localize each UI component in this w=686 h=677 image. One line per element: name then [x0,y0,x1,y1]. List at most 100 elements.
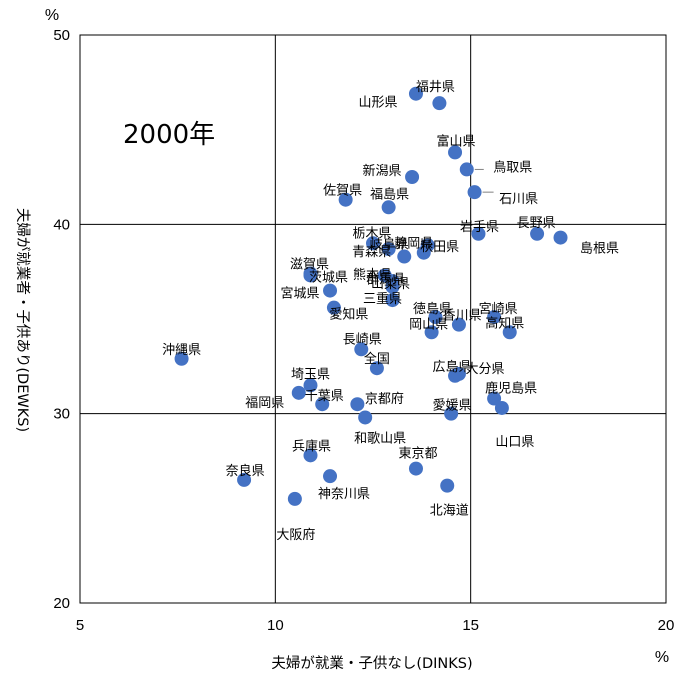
data-point [487,391,502,406]
data-point [444,406,459,421]
plot-area [79,34,667,604]
data-label: 京都府 [365,392,404,407]
data-point [303,266,318,281]
data-point [358,410,373,425]
data-label: 岩手県 [460,220,499,235]
x-tick-label: 10 [267,617,284,634]
data-label: 沖縄県 [162,343,201,358]
data-label: 和歌山県 [354,431,406,446]
x-tick-label: 5 [76,617,84,634]
data-point [416,245,431,260]
data-label: 山梨県 [371,277,410,292]
data-point [237,472,252,487]
data-point [408,86,423,101]
x-axis-title: 夫婦が就業・子供なし(DINKS) [271,655,472,672]
data-point [459,162,474,177]
data-point [451,317,466,332]
data-point [405,170,420,184]
x-tick-label: 15 [462,617,479,634]
data-point [424,325,439,340]
data-point [553,230,568,245]
data-point [303,378,318,393]
x-tick-label: 20 [658,617,675,634]
data-label: 愛媛県 [433,399,472,414]
data-label: 青森県 [352,245,391,260]
y-tick-label: 30 [53,406,70,423]
data-point [487,310,502,325]
data-label: 鳥取県 [493,160,532,175]
data-label: 埼玉県 [291,367,330,382]
data-point [350,397,365,412]
data-point [397,249,412,264]
data-point [303,448,318,463]
data-points [174,86,568,506]
y-tick-label: 40 [53,216,70,233]
data-label: 兵庫県 [292,439,331,454]
data-label: 岡山県 [409,317,448,332]
data-label: 大分県 [465,362,504,377]
data-label: 山口県 [495,435,534,450]
data-label: 熊本県 [353,267,392,283]
data-point [381,241,396,256]
data-label: 島根県 [580,242,619,257]
data-label: 愛知県 [329,307,368,323]
data-label: 茨城県 [309,270,348,285]
data-label: 神奈川県 [318,487,370,502]
data-label: 群馬県 [366,272,405,287]
data-label: 長野県 [517,216,556,231]
data-label: 山形県 [358,96,397,111]
y-unit-label: % [45,7,59,24]
data-label: 三重県 [363,291,402,307]
data-point [385,293,400,308]
data-point [502,325,517,340]
y-tick-label: 20 [53,595,70,612]
data-point [174,351,189,366]
data-point [291,385,306,400]
data-point [428,310,443,325]
data-point [323,469,338,484]
grid-lines [80,35,666,603]
data-label: 静岡県 [394,237,433,252]
data-label: 福岡県 [245,396,284,411]
data-label: 岐阜県 [370,237,409,253]
data-point [448,145,463,160]
data-label: 東京都 [398,446,437,462]
year-annotation: 2000年 [123,120,215,150]
leader-lines [474,168,494,193]
data-label: 福島県 [370,187,409,202]
data-point [326,300,341,315]
data-label: 佐賀県 [323,184,362,199]
data-label: 香川県 [442,309,481,324]
x-unit-label: % [655,649,669,666]
data-label: 滋賀県 [290,258,329,273]
data-point [385,279,400,294]
y-axis-title: 夫婦が就業者・子供あり(DEWKS) [14,208,31,432]
tick-labels: 5 10 15 20 20 30 40 50 [53,27,674,634]
data-point [366,236,380,251]
data-point [467,185,482,200]
data-label: 全国 [364,351,390,367]
data-label: 鹿児島県 [485,381,537,397]
data-point [338,192,353,207]
data-label: 長崎県 [343,332,382,347]
data-label: 富山県 [437,133,476,149]
data-label: 奈良県 [226,463,265,479]
data-point [323,283,338,298]
data-point [530,226,545,241]
data-label: 広島県 [433,360,472,375]
data-label: 新潟県 [363,163,402,179]
data-label: 大阪府 [276,528,315,543]
data-point [354,342,369,357]
data-point [408,461,423,476]
data-label: 福井県 [416,80,455,95]
data-label: 石川県 [499,192,538,207]
data-point [494,400,509,415]
data-label: 北海道 [430,504,469,519]
data-label: 徳島県 [413,302,452,317]
y-tick-label: 50 [53,27,70,44]
data-label: 栃木県 [352,226,391,241]
data-point [432,96,447,111]
data-label: 宮城県 [281,286,320,302]
